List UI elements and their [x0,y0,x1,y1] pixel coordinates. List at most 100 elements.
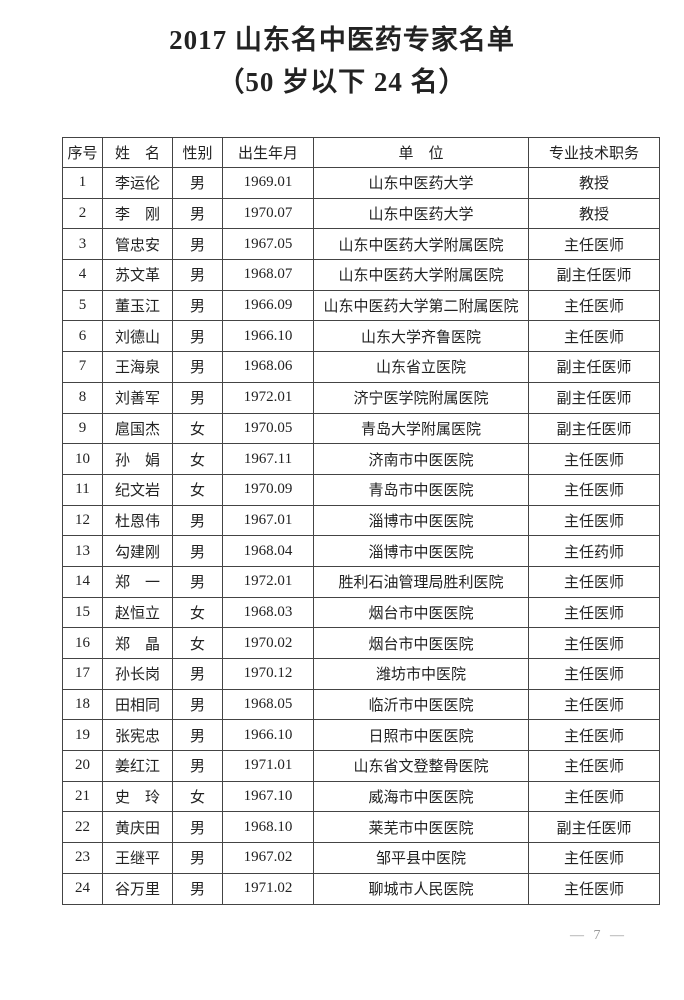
cell-index: 12 [62,504,103,537]
cell-index: 7 [62,351,103,383]
page-number: — 7 — [570,928,627,943]
cell-title: 主任医师 [528,719,660,752]
cell-unit: 山东省文登整骨医院 [313,750,529,782]
cell-unit: 淄博市中医医院 [313,504,529,537]
table-row: 9 扈国杰女 1970.05 青岛大学附属医院 副主任医师 [62,412,660,445]
table-row: 13 勾建刚男 1968.04 淄博市中医医院 主任药师 [62,535,660,567]
cell-index: 16 [62,627,103,659]
cell-gender: 男 [172,228,223,261]
cell-gender: 女 [172,596,223,629]
cell-name: 姜红江 [102,750,173,782]
cell-gender: 男 [172,381,223,414]
cell-index: 2 [62,197,103,230]
table-row: 12 杜恩伟男 1967.01 淄博市中医医院 主任医师 [62,504,660,537]
cell-name: 史 玲 [102,780,173,813]
cell-unit: 山东省立医院 [313,351,529,383]
header-gender: 性别 [172,137,223,168]
cell-birth: 1967.10 [222,780,314,813]
cell-gender: 女 [172,412,223,445]
cell-index: 14 [62,565,103,598]
cell-title: 副主任医师 [528,259,660,291]
cell-birth: 1968.07 [222,259,314,291]
table-row: 8 刘善军男 1972.01 济宁医学院附属医院 副主任医师 [62,381,660,414]
cell-birth: 1970.02 [222,627,314,659]
cell-title: 副主任医师 [528,412,660,445]
cell-index: 21 [62,780,103,813]
cell-unit: 聊城市人民医院 [313,872,529,905]
cell-gender: 男 [172,289,223,322]
cell-name: 张宪忠 [102,719,173,752]
cell-title: 主任医师 [528,228,660,261]
cell-title: 主任药师 [528,535,660,567]
cell-index: 24 [62,872,103,905]
cell-title: 教授 [528,167,660,199]
cell-name: 刘德山 [102,320,173,353]
cell-birth: 1970.09 [222,473,314,506]
cell-title: 主任医师 [528,473,660,506]
table-row: 24 谷万里男 1971.02 聊城市人民医院 主任医师 [62,872,660,905]
cell-unit: 山东中医药大学 [313,197,529,230]
table-row: 18 田相同男 1968.05 临沂市中医医院 主任医师 [62,688,660,721]
cell-title: 副主任医师 [528,811,660,844]
cell-gender: 男 [172,565,223,598]
header-birth: 出生年月 [222,137,314,168]
cell-title: 主任医师 [528,842,660,874]
table-row: 1 李运伦男 1969.01 山东中医药大学 教授 [62,167,660,199]
cell-name: 孙 娟 [102,443,173,475]
cell-gender: 女 [172,443,223,475]
cell-birth: 1966.10 [222,719,314,752]
cell-index: 17 [62,658,103,690]
cell-index: 20 [62,750,103,782]
header-index: 序号 [62,137,103,168]
cell-name: 田相同 [102,688,173,721]
cell-title: 主任医师 [528,658,660,690]
cell-index: 8 [62,381,103,414]
table-row: 16 郑 晶女 1970.02 烟台市中医医院 主任医师 [62,627,660,659]
cell-gender: 男 [172,197,223,230]
cell-title: 副主任医师 [528,351,660,383]
cell-birth: 1970.07 [222,197,314,230]
cell-birth: 1967.05 [222,228,314,261]
cell-title: 教授 [528,197,660,230]
cell-unit: 烟台市中医医院 [313,627,529,659]
cell-title: 主任医师 [528,565,660,598]
cell-name: 管忠安 [102,228,173,261]
cell-unit: 山东大学齐鲁医院 [313,320,529,353]
cell-index: 13 [62,535,103,567]
cell-title: 主任医师 [528,289,660,322]
cell-birth: 1971.02 [222,872,314,905]
table-row: 19 张宪忠男 1966.10 日照市中医医院 主任医师 [62,719,660,752]
cell-index: 4 [62,259,103,291]
cell-unit: 临沂市中医医院 [313,688,529,721]
cell-unit: 山东中医药大学附属医院 [313,259,529,291]
cell-name: 郑 晶 [102,627,173,659]
cell-title: 主任医师 [528,320,660,353]
cell-gender: 女 [172,473,223,506]
cell-birth: 1966.09 [222,289,314,322]
cell-gender: 女 [172,780,223,813]
cell-name: 勾建刚 [102,535,173,567]
cell-gender: 女 [172,627,223,659]
cell-birth: 1969.01 [222,167,314,199]
cell-index: 18 [62,688,103,721]
table-row: 10 孙 娟女 1967.11 济南市中医医院 主任医师 [62,443,660,475]
cell-name: 扈国杰 [102,412,173,445]
cell-unit: 威海市中医医院 [313,780,529,813]
cell-gender: 男 [172,719,223,752]
table-row: 5 董玉江男 1966.09 山东中医药大学第二附属医院 主任医师 [62,289,660,322]
header-unit: 单 位 [313,137,529,168]
cell-name: 纪文岩 [102,473,173,506]
cell-unit: 济南市中医医院 [313,443,529,475]
cell-title: 主任医师 [528,688,660,721]
table-row: 21 史 玲女 1967.10 威海市中医医院 主任医师 [62,780,660,813]
cell-unit: 烟台市中医医院 [313,596,529,629]
cell-index: 5 [62,289,103,322]
cell-name: 苏文革 [102,259,173,291]
cell-title: 主任医师 [528,443,660,475]
cell-index: 23 [62,842,103,874]
table-row: 23 王继平男 1967.02 邹平县中医院 主任医师 [62,842,660,874]
cell-name: 郑 一 [102,565,173,598]
cell-unit: 胜利石油管理局胜利医院 [313,565,529,598]
cell-gender: 男 [172,504,223,537]
